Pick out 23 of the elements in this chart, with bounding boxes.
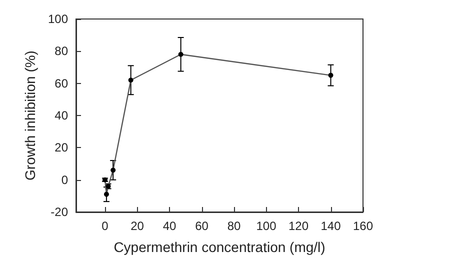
y-tick-label: 20 — [54, 140, 68, 155]
x-tick-label: 140 — [320, 219, 342, 233]
x-tick-label: 80 — [227, 219, 242, 233]
y-tick-label: 100 — [48, 12, 68, 26]
x-axis-title: Cypermethrin concentration (mg/l) — [114, 239, 326, 255]
x-tick-label: 40 — [162, 219, 177, 233]
point — [110, 168, 116, 173]
point — [178, 52, 184, 57]
y-tick-label: 60 — [54, 76, 68, 90]
y-tick-label: 40 — [54, 108, 68, 122]
x-tick-label: 160 — [352, 219, 374, 233]
x-tick-label: 100 — [256, 219, 277, 233]
x-tick-label: 60 — [195, 219, 209, 233]
y-axis-title: Growth inhibition (%) — [22, 50, 38, 180]
y-tick-label: -20 — [50, 205, 68, 219]
x-tick-label: 0 — [102, 219, 109, 233]
x-tick-label: 120 — [288, 219, 309, 233]
y-tick-label: 80 — [54, 44, 68, 58]
y-tick-label: 0 — [61, 172, 68, 187]
point — [128, 78, 134, 83]
point — [328, 72, 334, 78]
x-tick-label: 20 — [130, 219, 144, 233]
point — [104, 192, 109, 197]
